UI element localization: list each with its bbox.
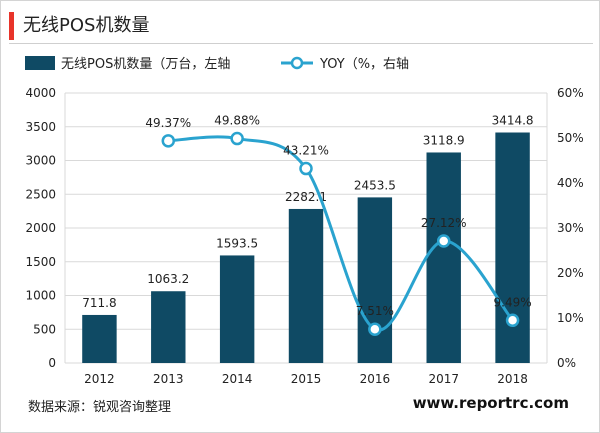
x-axis-tick-label: 2017 (428, 372, 459, 386)
bar (495, 132, 530, 363)
bar-value-label: 3414.8 (492, 114, 534, 128)
title-accent-bar (9, 12, 14, 40)
yoy-marker (161, 134, 176, 148)
bar-value-label: 2453.5 (354, 178, 396, 192)
right-axis-tick-label: 0% (557, 356, 576, 370)
bar (357, 197, 393, 363)
bar-series (82, 132, 530, 363)
yoy-marker (368, 322, 382, 336)
bar (219, 255, 255, 363)
legend-line-label: YOY（%，右轴 (319, 57, 409, 72)
bar-value-label: 1063.2 (147, 272, 189, 286)
gridlines (64, 92, 548, 364)
bar-value-label: 711.8 (82, 296, 116, 310)
yoy-marker (505, 313, 520, 328)
x-axis-tick-label: 2015 (291, 372, 322, 386)
right-axis-tick-label: 50% (557, 131, 584, 145)
chart-title: 无线POS机数量 (23, 15, 150, 36)
right-axis-tick-label: 30% (557, 221, 584, 235)
x-axis-tick-label: 2012 (84, 372, 115, 386)
x-axis-ticks: 2012 2013 2014 2015 2016 2017 2018 (84, 372, 528, 386)
title-divider (9, 43, 593, 44)
left-axis-tick-label: 1000 (25, 289, 56, 303)
x-axis-tick-label: 2014 (222, 372, 253, 386)
yoy-marker (436, 234, 451, 248)
yoy-value-label: 9.49% (494, 295, 532, 309)
left-axis-tick-label: 3500 (25, 120, 56, 134)
website-link[interactable]: www.reportrc.com (412, 394, 569, 412)
bar (426, 152, 461, 363)
left-axis-tick-label: 4000 (25, 86, 56, 100)
yoy-value-label: 49.37% (145, 116, 191, 130)
bar-value-label: 3118.9 (423, 133, 465, 147)
yoy-value-label: 27.12% (421, 216, 467, 230)
right-axis-tick-label: 40% (557, 176, 584, 190)
left-axis-tick-label: 3000 (25, 154, 56, 168)
bar (288, 208, 324, 363)
yoy-value-label: 43.21% (283, 144, 329, 158)
left-axis-tick-label: 1500 (25, 255, 56, 269)
left-axis-tick-label: 500 (33, 322, 56, 336)
right-axis-ticks: 0% 10% 20% 30% 40% 50% 60% (557, 86, 584, 370)
yoy-markers (161, 131, 520, 336)
yoy-value-label: 7.51% (356, 304, 394, 318)
bar (151, 291, 186, 363)
yoy-value-label: 49.88% (214, 114, 260, 128)
x-axis-tick-label: 2016 (360, 372, 391, 386)
left-axis-tick-label: 2000 (25, 221, 56, 235)
right-axis-tick-label: 20% (557, 266, 584, 280)
data-source: 数据来源：锐观咨询整理 (28, 400, 172, 415)
right-axis-tick-label: 10% (557, 311, 584, 325)
bar-value-label: 2282.1 (285, 190, 327, 204)
left-axis-ticks: 0 500 1000 1500 2000 2500 3000 3500 4000 (25, 86, 56, 370)
bar-value-labels: 711.8 1063.2 1593.5 2282.1 2453.5 3118.9 3414.… (82, 114, 533, 310)
right-axis-tick-label: 60% (557, 86, 584, 100)
legend: 无线POS机数量（万台，左轴 YOY（%，右轴 (25, 56, 409, 72)
x-axis-tick-label: 2013 (153, 372, 184, 386)
left-axis-tick-label: 0 (48, 356, 56, 370)
bar (82, 314, 117, 363)
yoy-marker (230, 131, 244, 146)
left-axis-tick-label: 2500 (25, 187, 56, 201)
legend-bar-swatch (25, 56, 55, 70)
x-axis-tick-label: 2018 (497, 372, 528, 386)
legend-line-marker (290, 56, 304, 70)
yoy-marker (299, 161, 313, 176)
bar-value-label: 1593.5 (216, 236, 258, 250)
yoy-value-labels: 49.37% 49.88% 43.21% 7.51% 27.12% 9.49% (145, 114, 531, 319)
legend-bar-label: 无线POS机数量（万台，左轴 (61, 57, 230, 72)
